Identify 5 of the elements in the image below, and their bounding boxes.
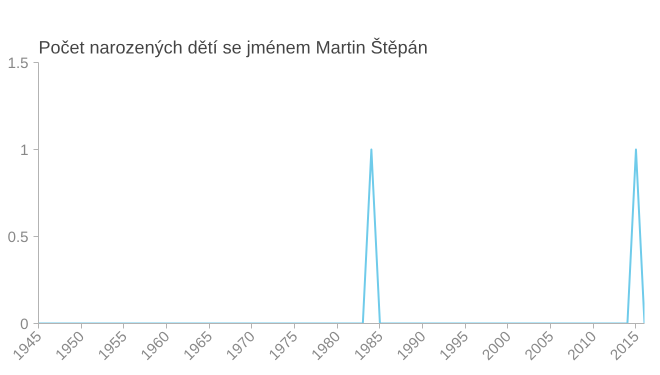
y-tick-label: 1.5 [8,55,29,72]
y-tick-label: 0 [20,316,28,333]
y-tick-label: 1 [20,142,28,159]
chart-title: Počet narozených dětí se jménem Martin Štěpán [38,38,428,58]
y-tick-label: 0.5 [8,229,29,246]
